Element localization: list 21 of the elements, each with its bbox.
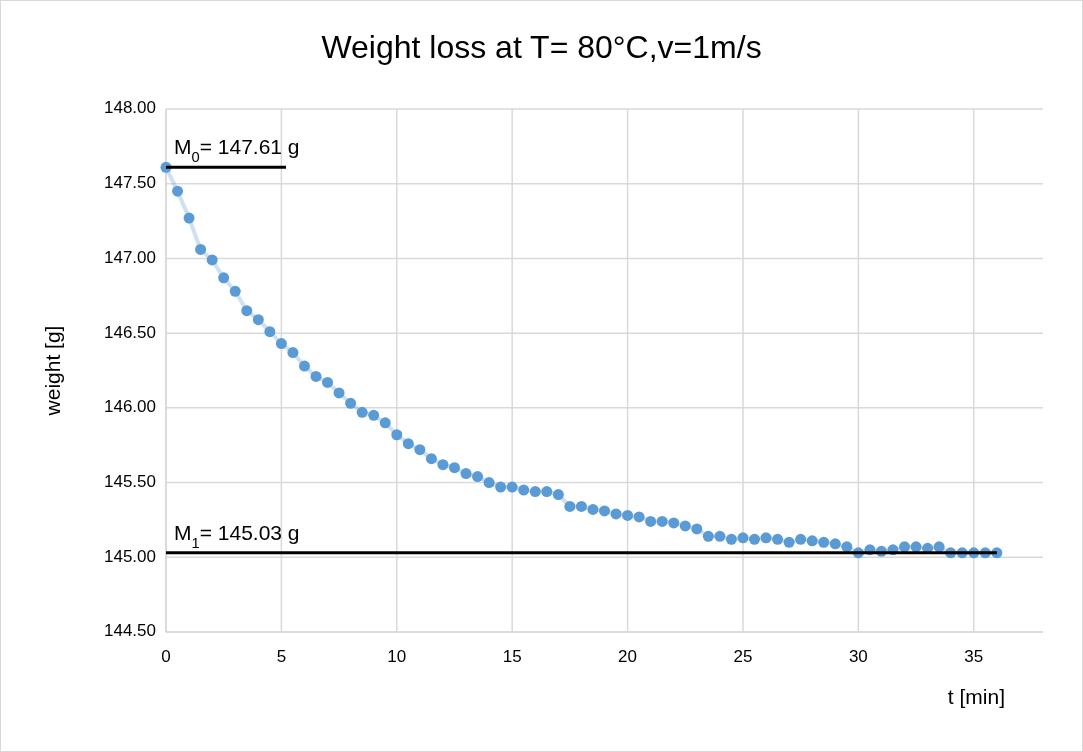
- x-tick-label: 35: [964, 647, 984, 666]
- ref-line-label: M$_{1}$= 145.03 g: [174, 520, 300, 551]
- x-tick-label: 20: [618, 647, 638, 666]
- ref-line-label: M$_{0}$= 147.61 g: [174, 135, 300, 166]
- x-tick-label: 0: [161, 647, 171, 666]
- x-tick-label: 25: [733, 647, 753, 666]
- x-tick-label: 30: [848, 647, 868, 666]
- y-tick-label: 145.50: [104, 472, 156, 492]
- y-tick-label: 145.00: [104, 546, 156, 566]
- y-tick-label: 144.50: [104, 621, 156, 641]
- x-axis-title: t [min]: [947, 685, 1005, 708]
- y-tick-label: 146.00: [104, 397, 156, 417]
- chart-title: Weight loss at T= 80°C,v=1m/s: [321, 29, 762, 65]
- x-tick-label: 5: [276, 647, 287, 666]
- y-tick-label: 147.50: [104, 173, 156, 193]
- y-axis-title: weight [g]: [41, 325, 64, 417]
- x-tick-label: 10: [387, 647, 407, 666]
- x-tick-label: 15: [502, 647, 522, 666]
- y-tick-label: 147.00: [104, 247, 156, 267]
- y-tick-label: 148.00: [104, 98, 156, 118]
- y-tick-label: 146.50: [104, 322, 156, 342]
